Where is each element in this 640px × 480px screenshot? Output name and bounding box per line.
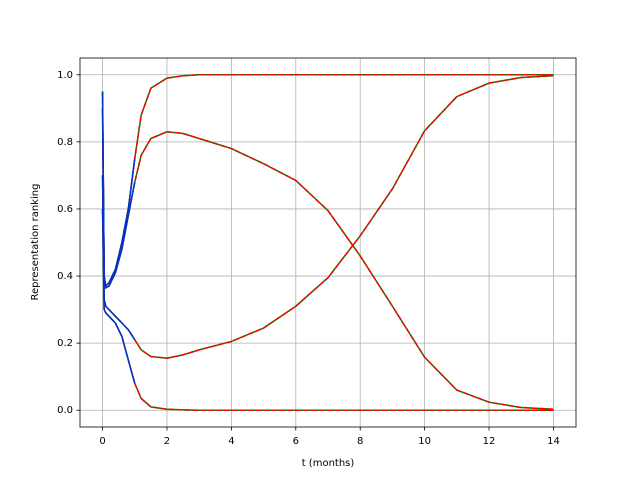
- y-tick-label: 0.6: [57, 204, 73, 215]
- y-tick-label: 0.0: [57, 405, 73, 416]
- series-line: [101, 208, 136, 384]
- series-line: [101, 208, 554, 411]
- x-tick-label: 4: [228, 436, 234, 447]
- x-tick-label: 8: [357, 436, 363, 447]
- x-tick-label: 6: [293, 436, 299, 447]
- y-tick-label: 0.2: [57, 338, 73, 349]
- series-line: [101, 74, 554, 288]
- x-tick-label: 14: [547, 436, 560, 447]
- plot-frame: [79, 57, 577, 428]
- x-tick-label: 10: [418, 436, 431, 447]
- y-axis-label: Representation ranking: [30, 184, 41, 301]
- y-tick-label: 0.8: [57, 137, 73, 148]
- y-tick-label: 1.0: [57, 70, 73, 81]
- series-line: [101, 108, 554, 410]
- x-axis-label: t (months): [302, 458, 355, 469]
- x-tick-label: 0: [99, 436, 105, 447]
- x-tick-label: 2: [164, 436, 170, 447]
- x-tick-label: 12: [483, 436, 496, 447]
- y-tick-label: 0.4: [57, 271, 73, 282]
